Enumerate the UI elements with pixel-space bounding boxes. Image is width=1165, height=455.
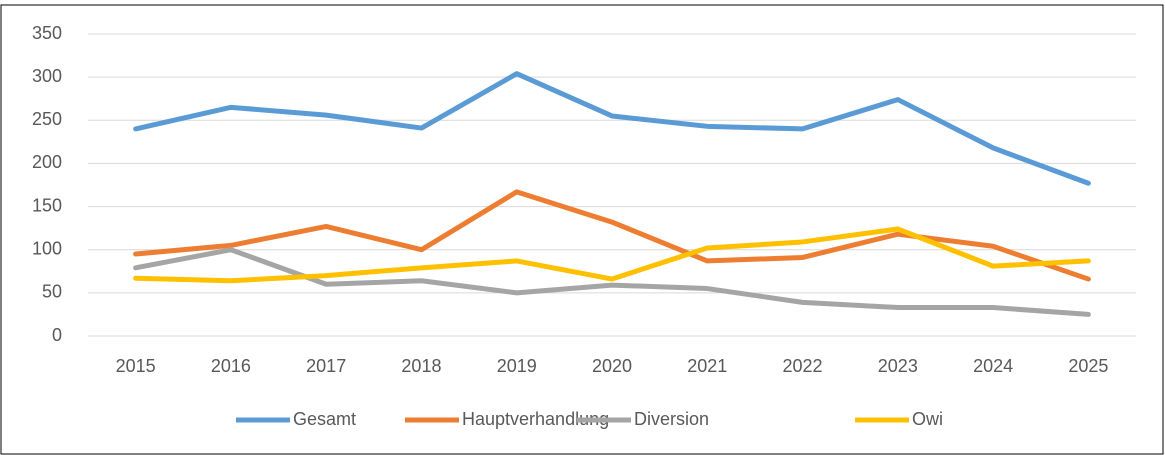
- x-tick-label: 2023: [878, 356, 918, 376]
- y-tick-label: 250: [32, 109, 62, 129]
- line-series: [133, 189, 1091, 282]
- x-tick-label: 2015: [116, 356, 156, 376]
- x-tick-label: 2025: [1068, 356, 1108, 376]
- y-tick-label: 0: [52, 325, 62, 345]
- y-tick-label: 150: [32, 195, 62, 215]
- legend-label: Hauptverhandlung: [462, 409, 609, 429]
- y-tick-label: 200: [32, 152, 62, 172]
- y-tick-label: 50: [42, 282, 62, 302]
- x-tick-label: 2018: [401, 356, 441, 376]
- legend-label: Diversion: [634, 409, 709, 429]
- x-tick-label: 2020: [592, 356, 632, 376]
- x-tick-label: 2019: [497, 356, 537, 376]
- legend-label: Gesamt: [293, 409, 356, 429]
- x-tick-label: 2021: [687, 356, 727, 376]
- x-tick-label: 2024: [973, 356, 1013, 376]
- y-tick-label: 100: [32, 238, 62, 258]
- legend-label: Owi: [912, 409, 943, 429]
- x-tick-label: 2022: [783, 356, 823, 376]
- line-series: [133, 247, 1091, 317]
- line-series: [133, 71, 1091, 186]
- line-series: [133, 226, 1091, 284]
- x-tick-label: 2017: [306, 356, 346, 376]
- y-tick-label: 300: [32, 66, 62, 86]
- x-tick-label: 2016: [211, 356, 251, 376]
- y-tick-label: 350: [32, 23, 62, 43]
- chart-border: [0, 4, 1164, 455]
